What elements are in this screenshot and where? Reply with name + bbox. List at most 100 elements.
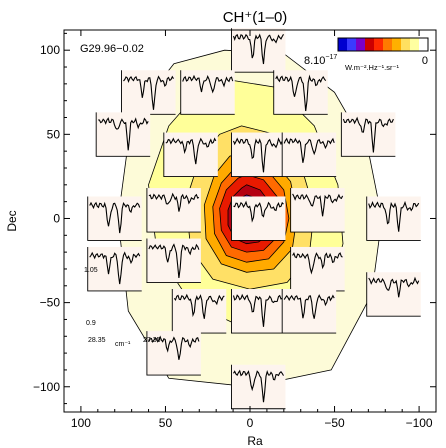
spectrum-box	[231, 132, 286, 177]
spectrum-panel	[231, 28, 286, 73]
colorbar-swatch-5	[383, 38, 393, 51]
spectrum-box	[290, 246, 345, 291]
spectrum-panel	[273, 70, 328, 115]
x-tick-label-1: 50	[159, 416, 173, 430]
spectrum-panel	[231, 289, 286, 334]
chart-title: CH⁺(1–0)	[223, 9, 288, 26]
spectrum-panel	[231, 132, 286, 177]
spectrum-trace	[232, 293, 285, 327]
x-axis-label: Ra	[247, 434, 263, 448]
spectrum-trace	[123, 75, 174, 110]
spectrum-panel	[290, 188, 345, 233]
colorbar-min-exp: −17	[325, 54, 337, 61]
spectrum-box	[290, 188, 345, 233]
colorbar-swatch-1	[347, 38, 357, 51]
spectrum-axes	[231, 364, 286, 410]
spectrum-axes	[95, 112, 151, 157]
colorbar-swatch-7	[401, 38, 411, 51]
spectrum-trace	[368, 200, 420, 232]
spectrum-trace	[173, 293, 225, 319]
spectrum-trace	[292, 251, 343, 275]
spectrum-panel	[171, 289, 227, 334]
spectrum-box	[341, 112, 396, 157]
spectrum-panel	[146, 331, 201, 376]
example-y-min-label: 0.9	[86, 320, 96, 327]
spectrum-trace	[275, 74, 327, 112]
spectrum-panel	[281, 289, 337, 334]
spectrum-box	[121, 70, 176, 115]
colorbar	[337, 37, 429, 52]
colorbar-swatch-6	[392, 38, 402, 51]
spectrum-trace	[283, 137, 335, 163]
spectrum-axes	[231, 132, 286, 177]
spectrum-panel	[290, 246, 345, 292]
y-tick-label-1: 50	[47, 127, 61, 141]
spectra-layer	[87, 28, 421, 410]
spectrum-panel	[95, 112, 151, 157]
colorbar-max-label: 0	[422, 55, 428, 67]
spectrum-panel	[231, 196, 286, 241]
spectrum-trace	[233, 200, 284, 223]
spectrum-trace	[292, 193, 344, 217]
spectrum-panel	[87, 246, 142, 292]
spectrum-axes	[366, 196, 421, 241]
spectrum-trace	[165, 137, 217, 165]
spectrum-axes	[146, 188, 201, 233]
example-x-right-label: 27.35	[143, 337, 161, 344]
spectrum-box	[366, 272, 421, 317]
spectrum-panel	[163, 132, 218, 177]
spectrum-box	[96, 112, 151, 157]
spectrum-axes	[87, 246, 142, 292]
colorbar-swatch-0	[338, 38, 348, 51]
spectrum-trace	[182, 74, 234, 94]
spectrum-panel	[231, 364, 286, 410]
spectrum-panel	[366, 196, 421, 241]
example-x-left-label: 28.35	[88, 337, 106, 344]
spectrum-trace	[342, 116, 394, 153]
spectrum-trace	[148, 192, 200, 212]
colorbar-units: W.m⁻².Hz⁻¹.sr⁻¹	[345, 63, 399, 72]
spectrum-axes	[146, 331, 201, 376]
spectrum-panel	[366, 272, 421, 317]
x-tick-label-4: −100	[406, 416, 433, 430]
spectrum-trace	[148, 243, 200, 278]
spectrum-trace	[283, 294, 335, 319]
x-tick-label-3: −50	[324, 416, 345, 430]
spectrum-trace	[98, 117, 149, 151]
spectrum-axes	[163, 132, 218, 177]
spectrum-panel	[121, 70, 176, 115]
spectrum-box	[231, 196, 286, 241]
y-axis-label: Dec	[5, 210, 19, 231]
spectrum-axes	[146, 238, 201, 283]
spectrum-axes	[340, 112, 396, 157]
spectrum-axes	[87, 196, 142, 241]
x-tick-label-0: 100	[71, 416, 91, 430]
y-tick-label-3: −50	[40, 296, 61, 310]
spectrum-panel	[281, 132, 337, 177]
spectrum-box	[231, 28, 286, 73]
spectrum-trace	[233, 369, 284, 403]
spectrum-box	[163, 132, 218, 177]
colorbar-swatch-2	[356, 38, 366, 51]
spectrum-axes	[290, 188, 345, 233]
colorbar-swatch-8	[410, 38, 420, 51]
x-tick-label-2: 0	[247, 416, 254, 430]
spectrum-box	[366, 196, 421, 241]
spectrum-panel	[146, 188, 201, 233]
spectrum-panel	[146, 238, 201, 283]
y-tick-label-0: 100	[40, 43, 60, 57]
colorbar-swatch-9	[419, 38, 429, 51]
spectrum-trace	[89, 251, 141, 285]
spectrum-trace	[368, 276, 420, 298]
colorbar-swatch-4	[374, 38, 384, 51]
spectrum-trace	[232, 33, 284, 65]
y-tick-label-2: 0	[53, 211, 60, 225]
spectrum-box	[172, 289, 227, 334]
spectrum-trace	[148, 335, 200, 360]
spectrum-axes	[281, 132, 337, 177]
example-x-unit: cm⁻¹	[115, 341, 131, 348]
example-y-max-label: 1.05	[84, 267, 98, 274]
spectrum-panel	[340, 112, 396, 157]
spectrum-axes	[180, 70, 235, 115]
